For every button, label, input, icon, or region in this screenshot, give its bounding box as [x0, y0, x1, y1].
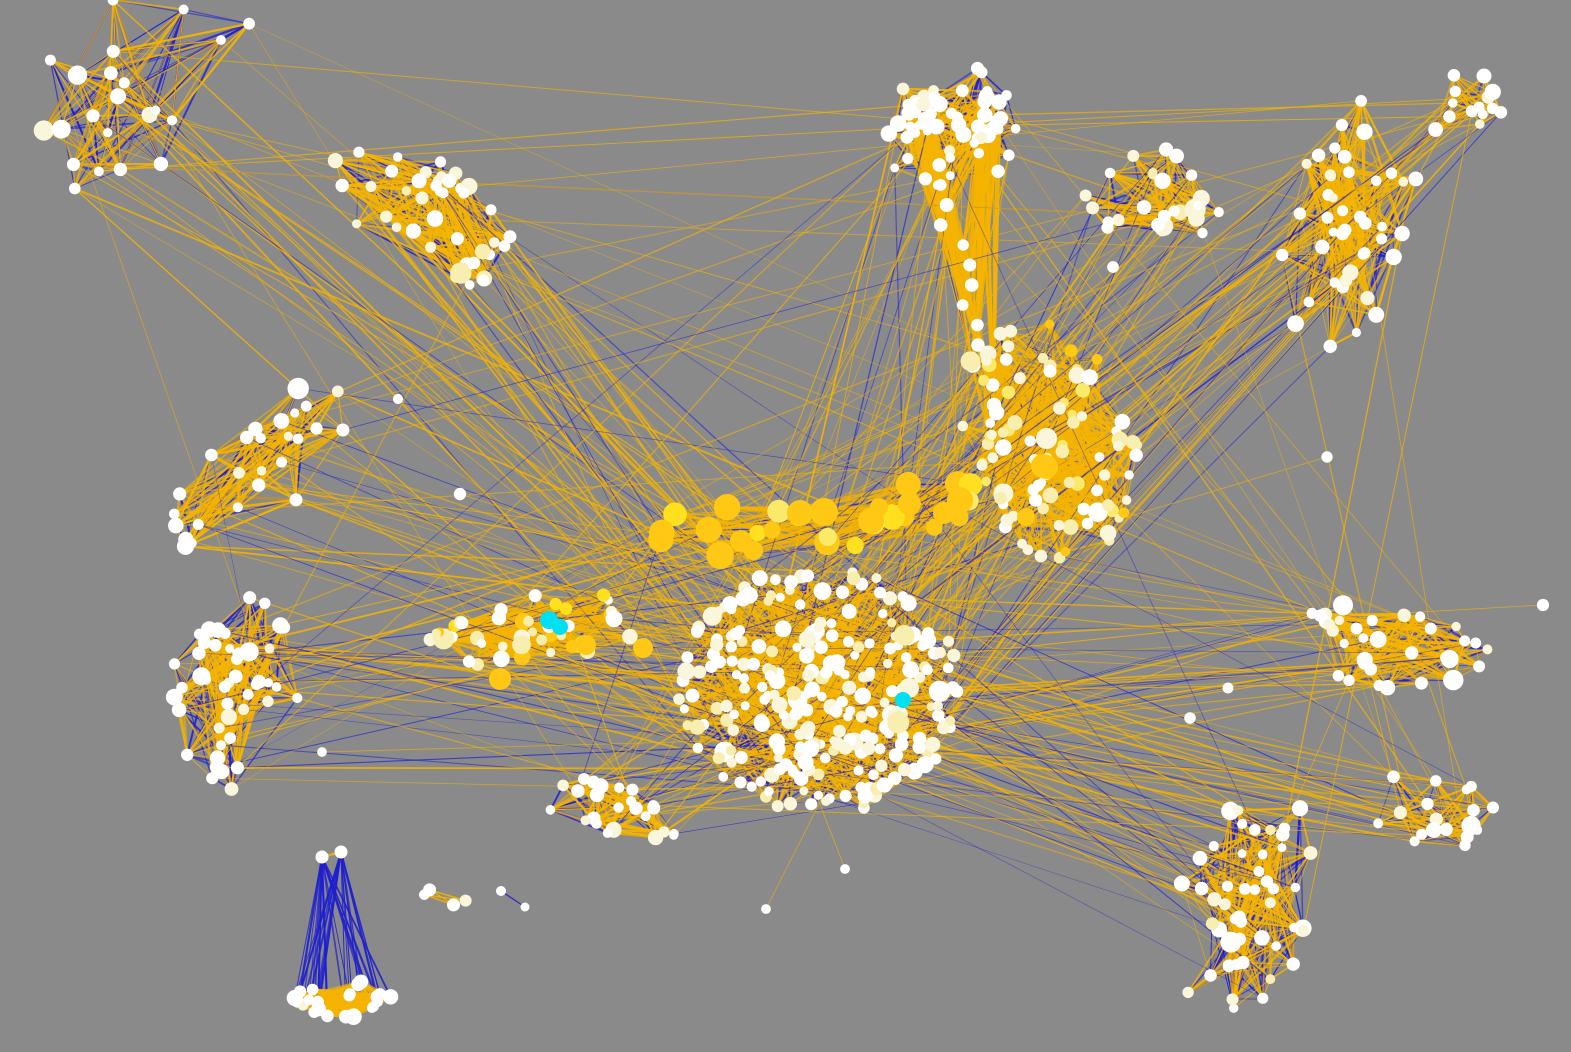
graph-edge [308, 856, 323, 1000]
graph-edge [74, 169, 121, 189]
graph-edge [112, 0, 184, 11]
graph-edge [173, 390, 339, 515]
graph-edge [1176, 155, 1220, 213]
graph-edge [1377, 776, 1394, 824]
graph-edge [267, 627, 285, 702]
graph-edge [772, 521, 874, 531]
graph-edge [340, 851, 359, 985]
graph-edge [60, 128, 100, 173]
graph-edge [49, 59, 121, 170]
graph-edge [112, 0, 125, 83]
graph-edge [283, 627, 299, 699]
graph-edge [211, 435, 289, 456]
graph-edge [1109, 172, 1196, 210]
graph-edge [1109, 172, 1181, 213]
graph-edge [1049, 422, 1075, 496]
graph-edge [173, 695, 230, 719]
graph-edge [339, 851, 379, 997]
graph-edge [321, 856, 378, 997]
graph-edge [77, 9, 184, 76]
graph-edge [171, 23, 250, 121]
graph-edge [358, 151, 408, 192]
graph-edge [112, 0, 157, 111]
graph-edge [180, 687, 189, 755]
graph-edge [439, 191, 458, 239]
graph-edge [448, 180, 490, 255]
graph-edge [287, 405, 307, 437]
graph-edge [1109, 172, 1145, 208]
graph-edge [76, 74, 122, 170]
graph-edge [155, 9, 184, 111]
graph-edge [171, 39, 222, 121]
graph-edge [61, 128, 162, 165]
graph-edge [111, 0, 151, 116]
graph-edge [935, 71, 983, 130]
graph-edge [155, 23, 250, 111]
graph-edge [120, 120, 173, 170]
graph-edge [77, 39, 222, 77]
graph-edge [74, 132, 109, 189]
graph-edge [236, 709, 245, 768]
graph-edge [317, 856, 323, 1003]
graph-edge [73, 132, 109, 165]
graph-edge [72, 114, 151, 166]
graph-edge [185, 472, 240, 547]
graph-edge [308, 851, 342, 1001]
graph-edge [43, 72, 112, 132]
graph-edge [73, 72, 112, 189]
graph-edge [183, 8, 250, 25]
graph-edge [294, 856, 323, 999]
graph-edge [295, 406, 307, 500]
graph-edge [550, 809, 608, 834]
graph-edge [208, 629, 233, 790]
graph-edge [43, 0, 114, 131]
graph-edge [191, 412, 296, 544]
graph-edge [174, 663, 220, 729]
graph-edge [317, 851, 342, 1003]
graph-edge [174, 663, 218, 759]
graph-edge [294, 851, 342, 999]
graph-edge [1294, 213, 1301, 324]
graph-edge [43, 50, 114, 132]
graph-edge [534, 594, 610, 616]
graph-edge [1329, 226, 1383, 347]
graph-edge [988, 363, 1065, 404]
graph-edge [148, 9, 185, 116]
graph-edge [230, 697, 298, 790]
graph-edge [171, 9, 185, 121]
graph-edge [1092, 171, 1154, 209]
graph-edge [1187, 941, 1232, 993]
graph-edge [214, 645, 219, 759]
graph-edge [260, 412, 296, 472]
graph-edge [989, 364, 1051, 372]
graph-edge [1392, 776, 1435, 831]
graph-edge [92, 113, 150, 117]
graph-edge [302, 851, 342, 1006]
graph-edge [1109, 155, 1177, 174]
graph-edge [179, 429, 344, 495]
graph-edge [1366, 178, 1417, 299]
graph-edge [297, 429, 343, 440]
graph-edge [72, 95, 119, 165]
graph-edge [295, 429, 344, 501]
graph-edge [934, 71, 982, 99]
graph-edge [1109, 172, 1165, 217]
graph-edge [179, 470, 262, 495]
graph-edge [340, 851, 350, 996]
graph-edge [358, 151, 450, 182]
graph-edge [181, 687, 222, 746]
graph-edge [293, 412, 297, 500]
graph-edge [500, 603, 556, 611]
graph-edge [160, 39, 222, 165]
graph-edge [1005, 95, 1017, 129]
graph-edge [217, 602, 265, 631]
